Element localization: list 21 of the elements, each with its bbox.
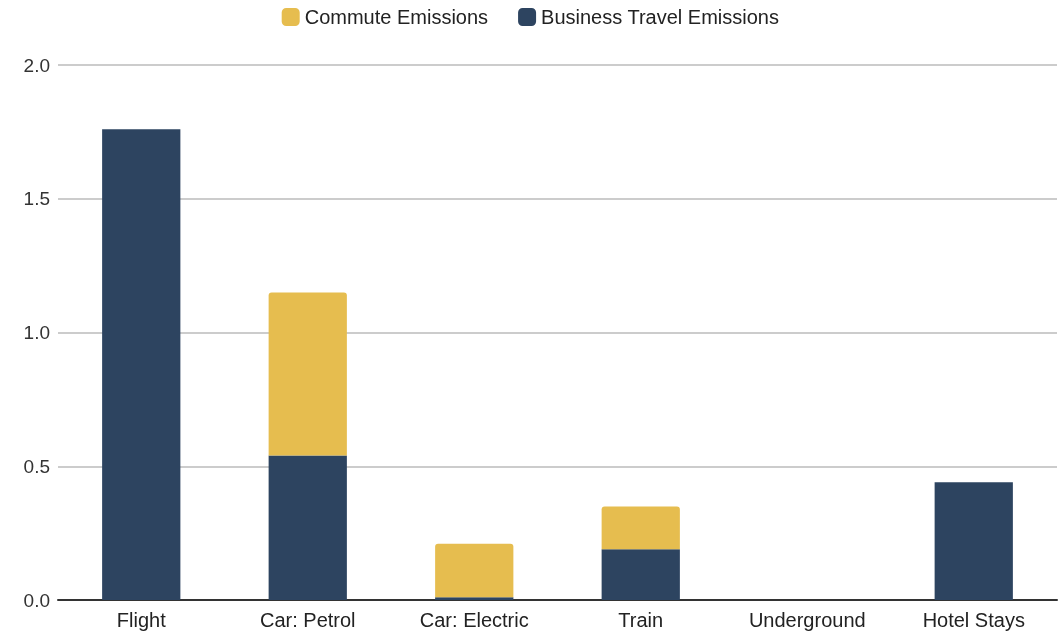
bar xyxy=(934,482,1013,600)
y-tick-label: 1.0 xyxy=(23,322,50,343)
x-tick-label: Car: Electric xyxy=(419,609,529,631)
x-tick-label: Train xyxy=(618,609,664,631)
x-tick-label: Underground xyxy=(748,609,866,631)
y-tick-label: 0.5 xyxy=(23,455,50,477)
x-tick-label: Car: Petrol xyxy=(259,609,356,631)
y-tick-label: 0.0 xyxy=(23,589,50,611)
y-tick-label: 1.5 xyxy=(23,188,50,210)
x-tick-label: Hotel Stays xyxy=(922,609,1025,631)
bar xyxy=(268,292,347,456)
bar xyxy=(601,549,680,600)
bar xyxy=(268,455,347,600)
bar xyxy=(102,129,181,600)
y-tick-label: 2.0 xyxy=(23,54,50,76)
x-tick-label: Flight xyxy=(116,609,167,631)
legend-label: Business Travel Emissions xyxy=(541,6,779,28)
bar xyxy=(435,597,514,600)
bar xyxy=(601,506,680,550)
legend-label: Commute Emissions xyxy=(304,6,489,28)
bar xyxy=(435,543,514,598)
